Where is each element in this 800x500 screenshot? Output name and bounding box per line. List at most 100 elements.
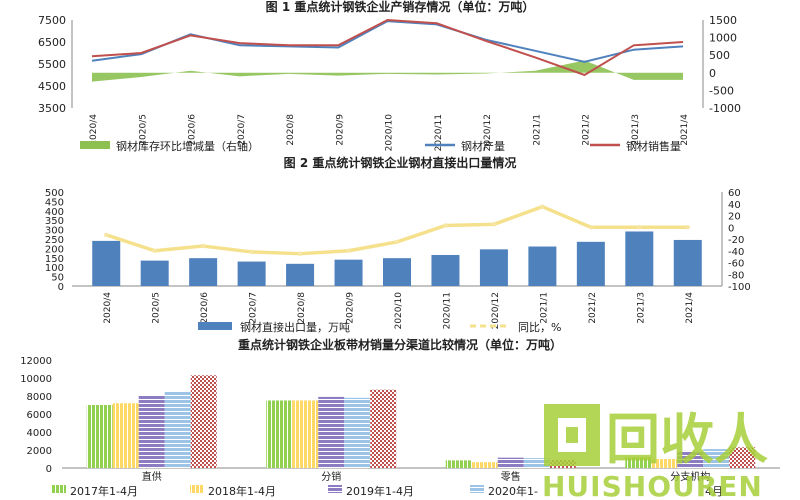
chart1-legend-swatch: [80, 141, 110, 149]
chart2-y2tick: 60: [728, 188, 741, 199]
chart1-legend-label: 钢材销售量: [626, 139, 681, 153]
chart2-bar: [528, 246, 557, 286]
chart2-bar: [92, 240, 121, 286]
chart3-bar: [651, 459, 678, 468]
chart2-y2tick: -80: [728, 270, 744, 281]
chart2-legend-label: 同比，%: [518, 321, 561, 334]
chart3-legend-swatch: [52, 485, 66, 493]
chart3-bar: [86, 405, 113, 468]
chart2-ytick: 150: [45, 254, 64, 265]
chart2-bar: [431, 254, 460, 286]
chart3-legend-swatch: [470, 485, 484, 493]
chart2-bar: [576, 241, 605, 286]
chart3-legend-swatch: [190, 485, 204, 493]
chart2-point: [491, 222, 497, 227]
chart1-y2tick: 0: [709, 67, 716, 80]
chart3-xtick: 分销: [321, 470, 341, 483]
chart2-xtick: 2020/4: [103, 292, 113, 324]
chart3-ytick: 4000: [27, 428, 52, 439]
chart1-xtick: 2020/7: [237, 114, 247, 146]
chart1-legend-label: 钢材产量: [461, 139, 505, 153]
chart2-y2tick: 20: [728, 212, 741, 223]
chart3-bar: [523, 458, 550, 468]
chart2-bar: [189, 258, 218, 286]
chart2-bar: [673, 239, 702, 286]
chart2-xtick: 2020/12: [491, 292, 501, 329]
chart3-legend-label: 2019年1-4月: [346, 484, 414, 498]
chart1-series-line-0: [91, 20, 684, 63]
chart2-bar: [625, 231, 654, 286]
chart3-ytick: 12000: [20, 356, 52, 367]
chart3-title: 重点统计钢铁企业板带材销量分渠道比较情况（单位：万吨）: [238, 337, 562, 352]
chart3-ytick: 8000: [27, 392, 52, 403]
chart3-legend-label: 2017年1-4月: [70, 484, 138, 498]
chart2-xtick: 2020/7: [249, 292, 259, 324]
chart2-ytick: 500: [45, 188, 64, 199]
chart3-bar: [164, 391, 191, 468]
chart3-bar: [190, 375, 217, 468]
chart2-xtick: 2021/1: [539, 292, 549, 324]
chart1-xtick: 2020/9: [335, 114, 345, 146]
chart1-xtick: 2021/3: [631, 114, 641, 146]
chart3-bar: [266, 400, 293, 468]
chart3-legend-label: 4月: [705, 485, 723, 498]
chart1-xtick: 2020/8: [286, 114, 296, 146]
chart1-xtick: 2020/11: [434, 114, 444, 151]
chart1-legend-label: 钢材库存环比增减量（右轴）: [116, 139, 259, 153]
chart2-ytick: 100: [45, 263, 64, 274]
chart1-y2tick: 1500: [709, 14, 737, 27]
chart3-bar: [703, 449, 730, 468]
chart2-bar: [334, 259, 363, 286]
chart2-point: [152, 248, 157, 253]
chart3-xtick: 直供: [142, 470, 162, 483]
chart1-ytick: 7500: [38, 14, 66, 27]
chart3-bar: [445, 460, 472, 468]
chart3-bar: [625, 457, 652, 468]
chart2-xtick: 2021/2: [588, 292, 598, 324]
chart2-point: [297, 251, 303, 256]
chart1-series-line-1: [91, 18, 684, 77]
chart2-point: [588, 225, 594, 230]
chart2-ytick: 0: [58, 282, 64, 293]
chart2-ytick: 450: [45, 197, 64, 208]
chart3-bar: [112, 403, 139, 468]
chart2-y2tick: 0: [728, 223, 734, 234]
chart2-point: [443, 223, 448, 228]
chart2-bar: [286, 263, 315, 286]
chart3-bar: [138, 396, 165, 468]
chart2-y2tick: -100: [728, 282, 751, 293]
chart2-point: [249, 249, 254, 255]
chart2-xtick: 2020/6: [200, 292, 210, 324]
chart1-ytick: 3500: [38, 102, 66, 115]
chart3-bar: [292, 400, 319, 468]
chart2-point: [540, 204, 545, 209]
chart3-ytick: 0: [46, 464, 52, 475]
chart2-point: [637, 225, 642, 230]
chart2-bar: [479, 249, 508, 286]
chart2-xtick: 2020/5: [152, 292, 162, 324]
chart3-xtick: 分支机构: [670, 470, 710, 483]
chart2-xtick: 2020/8: [297, 292, 307, 324]
chart2-xtick: 2020/10: [394, 292, 404, 330]
chart3-legend-swatch: [328, 485, 342, 493]
chart1-ytick: 6500: [38, 36, 66, 49]
chart3-bar: [370, 389, 397, 468]
chart2-bar: [383, 258, 411, 286]
chart1-xtick: 2020/10: [385, 114, 395, 152]
chart2-y2tick: -20: [728, 235, 744, 246]
chart3-ytick: 6000: [27, 410, 52, 421]
chart1-xtick: 2020/5: [138, 114, 148, 146]
chart2-xtick: 2021/4: [685, 292, 695, 324]
chart2-point: [200, 243, 206, 249]
chart2-ytick: 350: [45, 216, 64, 227]
chart1-xtick: 2021/1: [532, 114, 542, 146]
chart3-bar: [497, 457, 524, 468]
chart2-y2tick: -60: [728, 259, 744, 270]
chart2-legend-swatch: [198, 322, 232, 330]
chart2-y2tick: 40: [728, 200, 741, 211]
chart2-title: 图 2 重点统计钢铁企业钢材直接出口量情况: [284, 155, 517, 170]
watermark-sub: HUISHOUREN: [542, 470, 763, 500]
chart1-y2tick: 1000: [709, 32, 737, 45]
